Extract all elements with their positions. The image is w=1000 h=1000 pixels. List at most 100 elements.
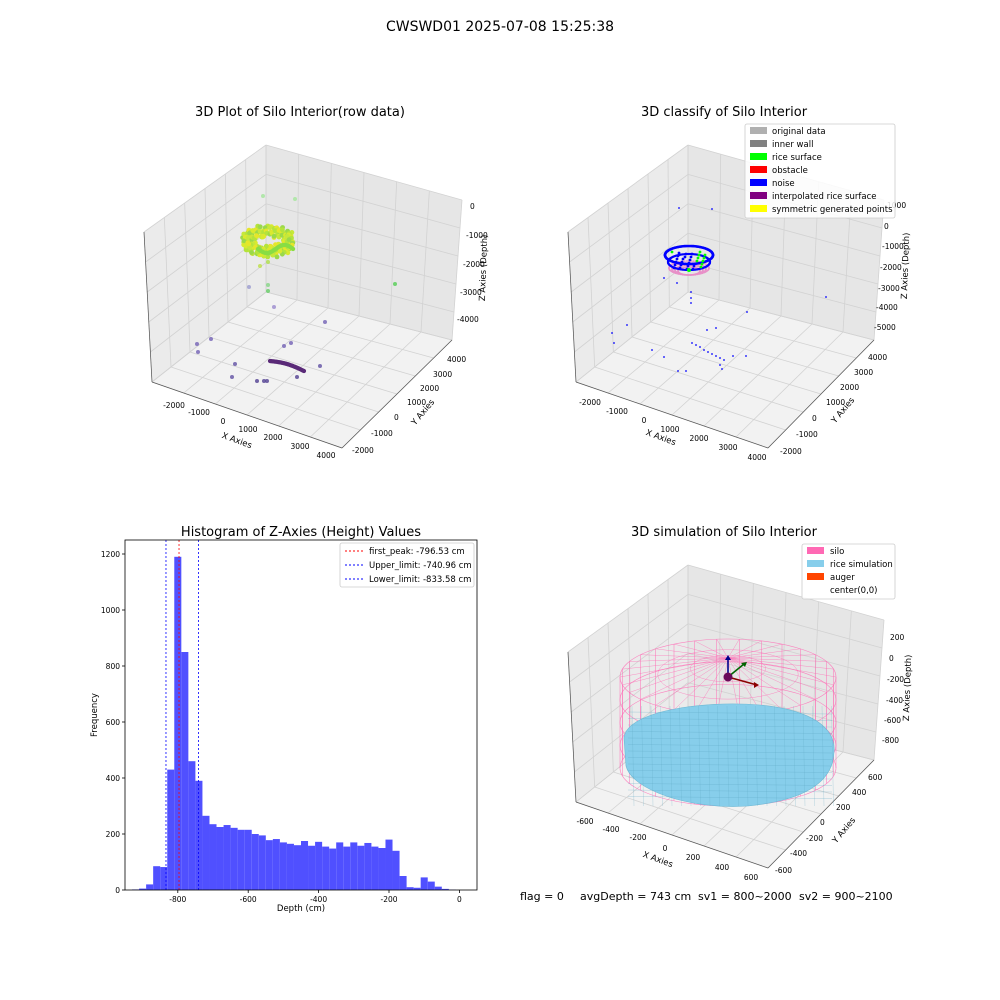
- classify-y-tick: 1000: [826, 398, 845, 407]
- raw-x-tick: 0: [221, 417, 226, 426]
- classify-plot-title: 3D classify of Silo Interior: [641, 105, 808, 120]
- noise-point: [745, 355, 747, 357]
- pane-gridline: [296, 154, 300, 301]
- classify-x-tick: 1000: [660, 425, 679, 434]
- pane-gridline: [667, 579, 670, 728]
- classify-z-tick: -5000: [874, 323, 896, 332]
- noise-point: [715, 355, 717, 357]
- silo-roof-line: [673, 657, 729, 711]
- simulation-legend-label: rice simulation: [830, 560, 893, 570]
- raw-data-point: [230, 375, 234, 379]
- noise-point: [690, 302, 692, 304]
- simulation-x-tick: -600: [576, 817, 593, 826]
- histogram-bar: [385, 839, 393, 890]
- rice-surface-point: [687, 268, 691, 272]
- rice-mesh-line: [627, 770, 833, 773]
- silo-roof-line: [629, 657, 729, 662]
- noise-point: [719, 364, 721, 366]
- simulation-legend-swatch: [807, 560, 824, 567]
- raw-surface-point: [245, 235, 251, 241]
- simulation-x-tick: 200: [686, 853, 701, 862]
- axis-line: [575, 801, 769, 869]
- rice-mesh-line: [627, 750, 833, 754]
- noise-point: [685, 370, 687, 372]
- simulation-y-tick: 600: [868, 773, 883, 782]
- classify-legend-swatch: [750, 153, 767, 160]
- pane-gridline: [143, 144, 267, 233]
- pane-gridline: [718, 574, 722, 721]
- simulation-y-tick: 200: [836, 803, 851, 812]
- simulation-y-tick: 0: [820, 818, 825, 827]
- rice-mesh-line: [627, 796, 833, 799]
- raw-data-point: [258, 264, 262, 268]
- pane-gridline: [170, 366, 361, 431]
- histogram-bar: [237, 829, 245, 890]
- surface-point: [703, 253, 707, 257]
- rice-mesh-line: [717, 705, 720, 807]
- histogram-x-ticks: -800 -600 -400 -200 0: [169, 890, 462, 904]
- surface-point: [684, 252, 688, 256]
- histogram-legend-label: Upper_limit: -740.96 cm: [369, 561, 472, 571]
- simulation-z-tick: 200: [890, 633, 905, 642]
- histogram-bar: [392, 850, 400, 890]
- simulation-plot-z-ticks: 200 0 -200 -400 -600 -800: [882, 633, 905, 745]
- pane-gridline: [246, 306, 434, 359]
- pane-gridline: [569, 174, 689, 263]
- histogram-title: Histogram of Z-Axies (Height) Values: [181, 525, 421, 540]
- histogram-bar: [427, 881, 435, 890]
- surface-point: [686, 264, 690, 268]
- noise-point: [706, 329, 708, 331]
- classify-legend-swatch: [750, 192, 767, 199]
- noise-point: [707, 351, 709, 353]
- classify-z-tick: -4000: [876, 303, 898, 312]
- simulation-y-tick: 400: [852, 788, 867, 797]
- simulation-x-tick: 400: [715, 863, 730, 872]
- histogram-bar: [378, 848, 386, 890]
- histogram-bar: [441, 888, 449, 890]
- histogram-bar: [371, 846, 379, 890]
- classify-legend-label: inner wall: [772, 140, 813, 150]
- rice-mesh-line: [627, 718, 833, 721]
- histogram-legend: first_peak: -796.53 cm Upper_limit: -740.…: [339, 542, 475, 588]
- pane-gridline: [567, 144, 689, 233]
- histogram-bar: [315, 841, 323, 890]
- noise-point: [613, 342, 615, 344]
- raw-data-point: [282, 344, 286, 348]
- histogram-legend-label: first_peak: -796.53 cm: [369, 547, 465, 557]
- silo-roof-line: [629, 657, 729, 693]
- pane-left-wall: [568, 145, 688, 382]
- raw-z-tick: -4000: [457, 315, 479, 324]
- raw-plot-y-ticks: -2000 -1000 0 1000 2000 3000 4000: [352, 355, 466, 455]
- classify-plot-y-ticks: -2000 -1000 0 1000 2000 3000 4000: [780, 353, 887, 456]
- noise-point: [721, 368, 723, 370]
- noise-point: [723, 359, 725, 361]
- histogram-x-tick-label: -600: [240, 895, 257, 904]
- classify-x-tick: -1000: [606, 407, 628, 416]
- simulation-z-tick: -400: [886, 696, 903, 705]
- surface-point: [690, 252, 694, 256]
- pane-gridline: [687, 203, 881, 257]
- simulation-legend-items: silo rice simulation auger center(0,0): [807, 547, 893, 596]
- pane-gridline: [687, 291, 875, 341]
- simulation-z-tick: -600: [884, 716, 901, 725]
- simulation-x-tick: -200: [629, 833, 646, 842]
- histogram-y-tick-label: 800: [106, 662, 121, 671]
- surface-point: [701, 259, 705, 263]
- simulation-legend-label: center(0,0): [830, 586, 878, 596]
- pane-gridline: [567, 564, 689, 653]
- rice-mesh-line: [627, 724, 833, 728]
- raw-surface-point: [260, 234, 266, 240]
- histogram-y-ticks: 0 200 400 600 800 1000 1200: [101, 550, 125, 895]
- histogram-x-axis-label: Depth (cm): [277, 904, 325, 914]
- raw-data-point: [295, 375, 299, 379]
- histogram-bar: [293, 845, 301, 890]
- pane-gridline: [873, 199, 885, 341]
- raw-surface-point: [279, 232, 285, 238]
- pane-gridline: [358, 172, 365, 317]
- rice-mesh-line: [698, 705, 701, 807]
- histogram-bar: [357, 845, 365, 890]
- rice-mesh-line: [774, 705, 777, 807]
- surface-point: [681, 257, 685, 261]
- raw-x-tick: -2000: [163, 401, 185, 410]
- raw-plot-axes-box: [143, 144, 463, 449]
